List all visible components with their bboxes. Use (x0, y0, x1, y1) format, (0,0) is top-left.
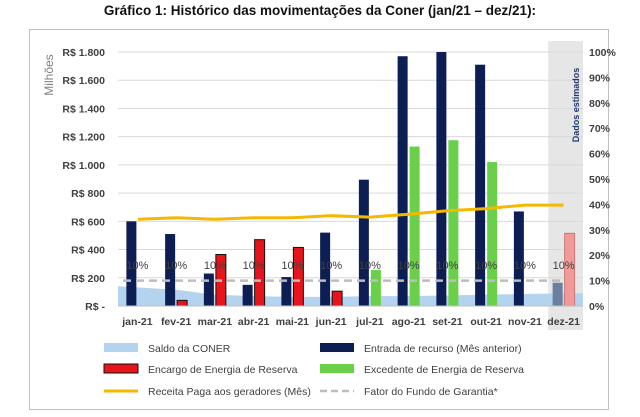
excedente-bar (370, 270, 381, 306)
excedente-bar (487, 162, 498, 306)
legend-encargo-swatch (103, 363, 139, 374)
legend-entrada-label: Entrada de recurso (Mês anterior) (364, 343, 522, 355)
x-tick-label: ago-21 (392, 316, 426, 328)
fator-data-label: 10% (281, 260, 303, 272)
fator-data-label: 10% (320, 260, 342, 272)
x-tick-label: jul-21 (355, 316, 384, 328)
y-tick-label: R$ 600 (71, 216, 105, 228)
entrada-bar (397, 56, 408, 306)
legend-receita-label: Receita Paga aos geradores (Mês) (148, 386, 311, 398)
excedente-bar (448, 140, 459, 306)
entrada-bar (281, 277, 292, 306)
x-tick-label: dez-21 (547, 316, 580, 328)
fator-data-label: 10% (243, 260, 265, 272)
entrada-bar (203, 273, 214, 306)
y2-tick-label: 10% (589, 276, 611, 288)
legend-encargo-label: Encargo de Energia de Reserva (148, 364, 298, 376)
y-tick-label: R$ 200 (71, 273, 105, 285)
y-tick-label: R$ 1.800 (62, 47, 105, 59)
excedente-bar (409, 146, 420, 306)
legend-fator-label: Fator do Fundo de Garantia* (364, 386, 498, 398)
x-tick-label: abr-21 (238, 316, 270, 328)
entrada-bar (358, 179, 369, 306)
entrada-bar (242, 284, 253, 306)
y-tick-label: R$ 1.000 (62, 160, 105, 172)
entrada-bar (436, 52, 447, 306)
x-tick-label: mar-21 (198, 316, 233, 328)
y-axis-title: Milhões (42, 54, 56, 95)
chart-frame (29, 29, 609, 410)
encargo-bar (254, 239, 266, 307)
y2-tick-label: 100% (589, 47, 617, 59)
x-tick-label: mai-21 (276, 316, 309, 328)
fator-data-label: 10% (514, 260, 536, 272)
y-tick-label: R$ 800 (71, 188, 105, 200)
y2-tick-label: 30% (589, 225, 611, 237)
y2-tick-label: 40% (589, 199, 611, 211)
saldo-area (118, 286, 583, 306)
entrada-bar (320, 232, 331, 306)
x-tick-label: nov-21 (508, 316, 542, 328)
receita-line (137, 203, 564, 221)
y2-tick-label: 60% (589, 149, 611, 161)
legend-excedente-label: Excedente de Energia de Reserva (364, 364, 524, 376)
x-tick-label: fev-21 (161, 316, 192, 328)
x-tick-label: jun-21 (315, 316, 347, 328)
legend-saldo-swatch (104, 343, 138, 352)
y-tick-label: R$ 1.200 (62, 132, 105, 144)
y2-tick-label: 0% (589, 301, 605, 313)
y-tick-label: R$ 1.400 (62, 103, 105, 115)
entrada-bar (126, 221, 137, 306)
fator-data-label: 10% (398, 260, 420, 272)
chart-title: Gráfico 1: Histórico das movimentações d… (103, 3, 537, 18)
y2-tick-label: 50% (589, 174, 611, 186)
encargo-bar (176, 299, 188, 307)
fator-data-label: 10% (359, 260, 381, 272)
y2-tick-label: 90% (589, 72, 611, 84)
legend-entrada-swatch (320, 343, 354, 352)
encargo-bar (331, 290, 343, 307)
fator-data-label: 10% (475, 260, 497, 272)
fator-data-label: 10% (165, 260, 187, 272)
y-tick-label: R$ 1.600 (62, 75, 105, 87)
fator-data-label: 10% (553, 260, 575, 272)
x-tick-label: jan-21 (121, 316, 153, 328)
encargo-bar (292, 246, 304, 307)
estimated-label: Dados estimados (571, 68, 581, 143)
y2-tick-label: 70% (589, 123, 611, 135)
entrada-bar (475, 64, 486, 306)
fator-data-label: 10% (126, 260, 148, 272)
entrada-bar (552, 282, 563, 306)
x-tick-label: out-21 (470, 316, 502, 328)
x-tick-label: set-21 (432, 316, 463, 328)
y-tick-label: R$ 400 (71, 245, 105, 257)
entrada-bar (165, 234, 176, 306)
legend-saldo-label: Saldo da CONER (148, 343, 231, 355)
y2-tick-label: 80% (589, 98, 611, 110)
fator-data-label: 10% (436, 260, 458, 272)
y2-tick-label: 20% (589, 250, 611, 262)
y-tick-label: R$ - (85, 301, 105, 313)
entrada-bar (513, 211, 524, 306)
fator-data-label: 10% (204, 260, 226, 272)
legend-excedente-swatch (320, 364, 354, 373)
